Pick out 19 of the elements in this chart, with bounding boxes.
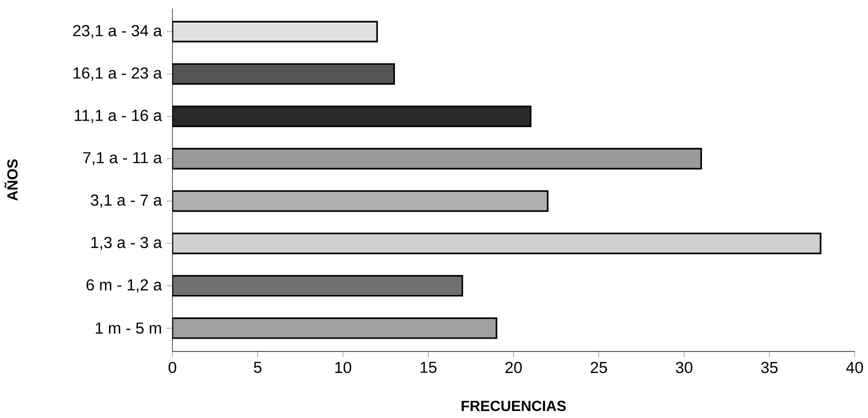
x-tick-label: 30 — [676, 362, 692, 374]
y-tick-label: 1,3 a - 3 a — [91, 236, 162, 250]
y-tick-label: 7,1 a - 11 a — [83, 152, 162, 166]
y-tick-label: 11,1 a - 16 a — [74, 110, 162, 123]
y-tick-label: 3,1 a - 7 a — [90, 194, 162, 208]
x-tick-label: 5 — [254, 362, 262, 373]
y-tick-label: 23,1 a - 34 a — [73, 25, 162, 38]
y-tick-label: 16,1 a - 23 a — [74, 67, 162, 81]
x-tick-label: 35 — [761, 362, 778, 374]
x-tick-label: 25 — [590, 362, 608, 374]
y-tick-label: 1 m - 5 m — [96, 322, 161, 334]
x-axis-title: FRECUENCIAS — [462, 400, 566, 412]
x-tick-label: 10 — [335, 362, 352, 374]
x-tick-label: 40 — [846, 362, 863, 374]
x-tick-label: 0 — [168, 362, 176, 374]
x-tick-label: 20 — [505, 362, 522, 374]
y-tick-label: 6 m - 1,2 a — [86, 279, 162, 292]
y-axis-title: AÑOS — [4, 159, 18, 201]
x-tick-label: 15 — [420, 362, 436, 373]
